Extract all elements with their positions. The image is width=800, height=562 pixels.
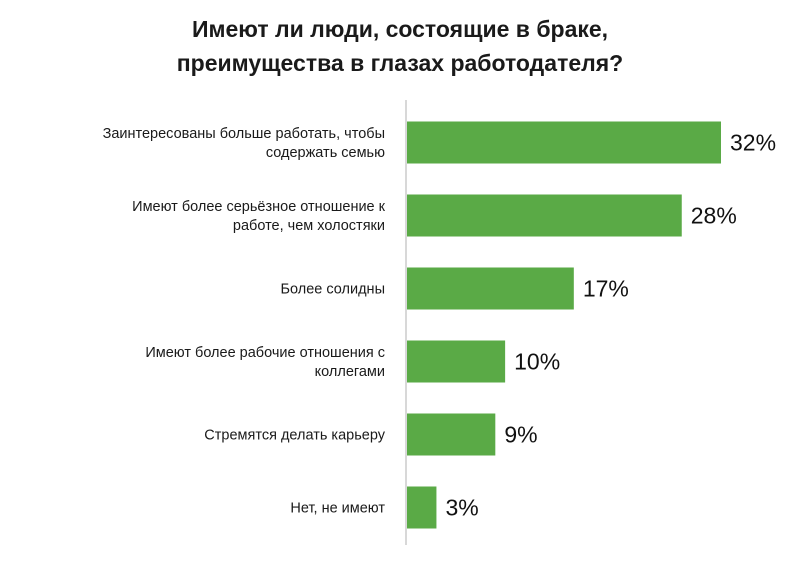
value-label: 9% [504, 422, 537, 448]
category-label-line: Имеют более рабочие отношения с [145, 345, 385, 361]
category-label: Стремятся делать карьеру [204, 428, 385, 444]
category-label: Нет, не имеют [290, 501, 385, 517]
category-label-line: Более солидны [281, 282, 386, 298]
value-label: 32% [730, 130, 776, 156]
category-label-line: содержать семью [266, 145, 385, 161]
category-label-line: коллегами [315, 364, 385, 380]
category-label-line: Заинтересованы больше работать, чтобы [103, 126, 385, 142]
value-label: 10% [514, 349, 560, 375]
bar [407, 340, 506, 383]
bar [407, 267, 574, 310]
chart-title-line-1: Имеют ли люди, состоящие в браке, [191, 16, 609, 42]
category-label: Более солидны [281, 282, 386, 298]
bar [407, 194, 682, 237]
value-label: 3% [445, 495, 478, 521]
category-label-line: работе, чем холостяки [233, 218, 385, 234]
category-label-line: Нет, не имеют [290, 501, 385, 517]
bar [407, 486, 437, 529]
category-label: Заинтересованы больше работать, чтобы сод… [103, 126, 386, 161]
value-label: 17% [583, 276, 629, 302]
category-label-line: Имеют более серьёзное отношение к [132, 199, 386, 215]
value-label: 28% [691, 203, 737, 229]
category-label-line: Стремятся делать карьеру [204, 428, 385, 444]
category-label: Имеют более серьёзное отношение к работе,… [132, 199, 386, 234]
chart-title-line-2: преимущества в глазах работодателя? [176, 50, 624, 76]
chart-title: Имеют ли люди, состоящие в браке, преиму… [0, 12, 800, 80]
category-label: Имеют более рабочие отношения с коллегами [145, 345, 385, 380]
bar [407, 121, 721, 164]
bar [407, 413, 496, 456]
